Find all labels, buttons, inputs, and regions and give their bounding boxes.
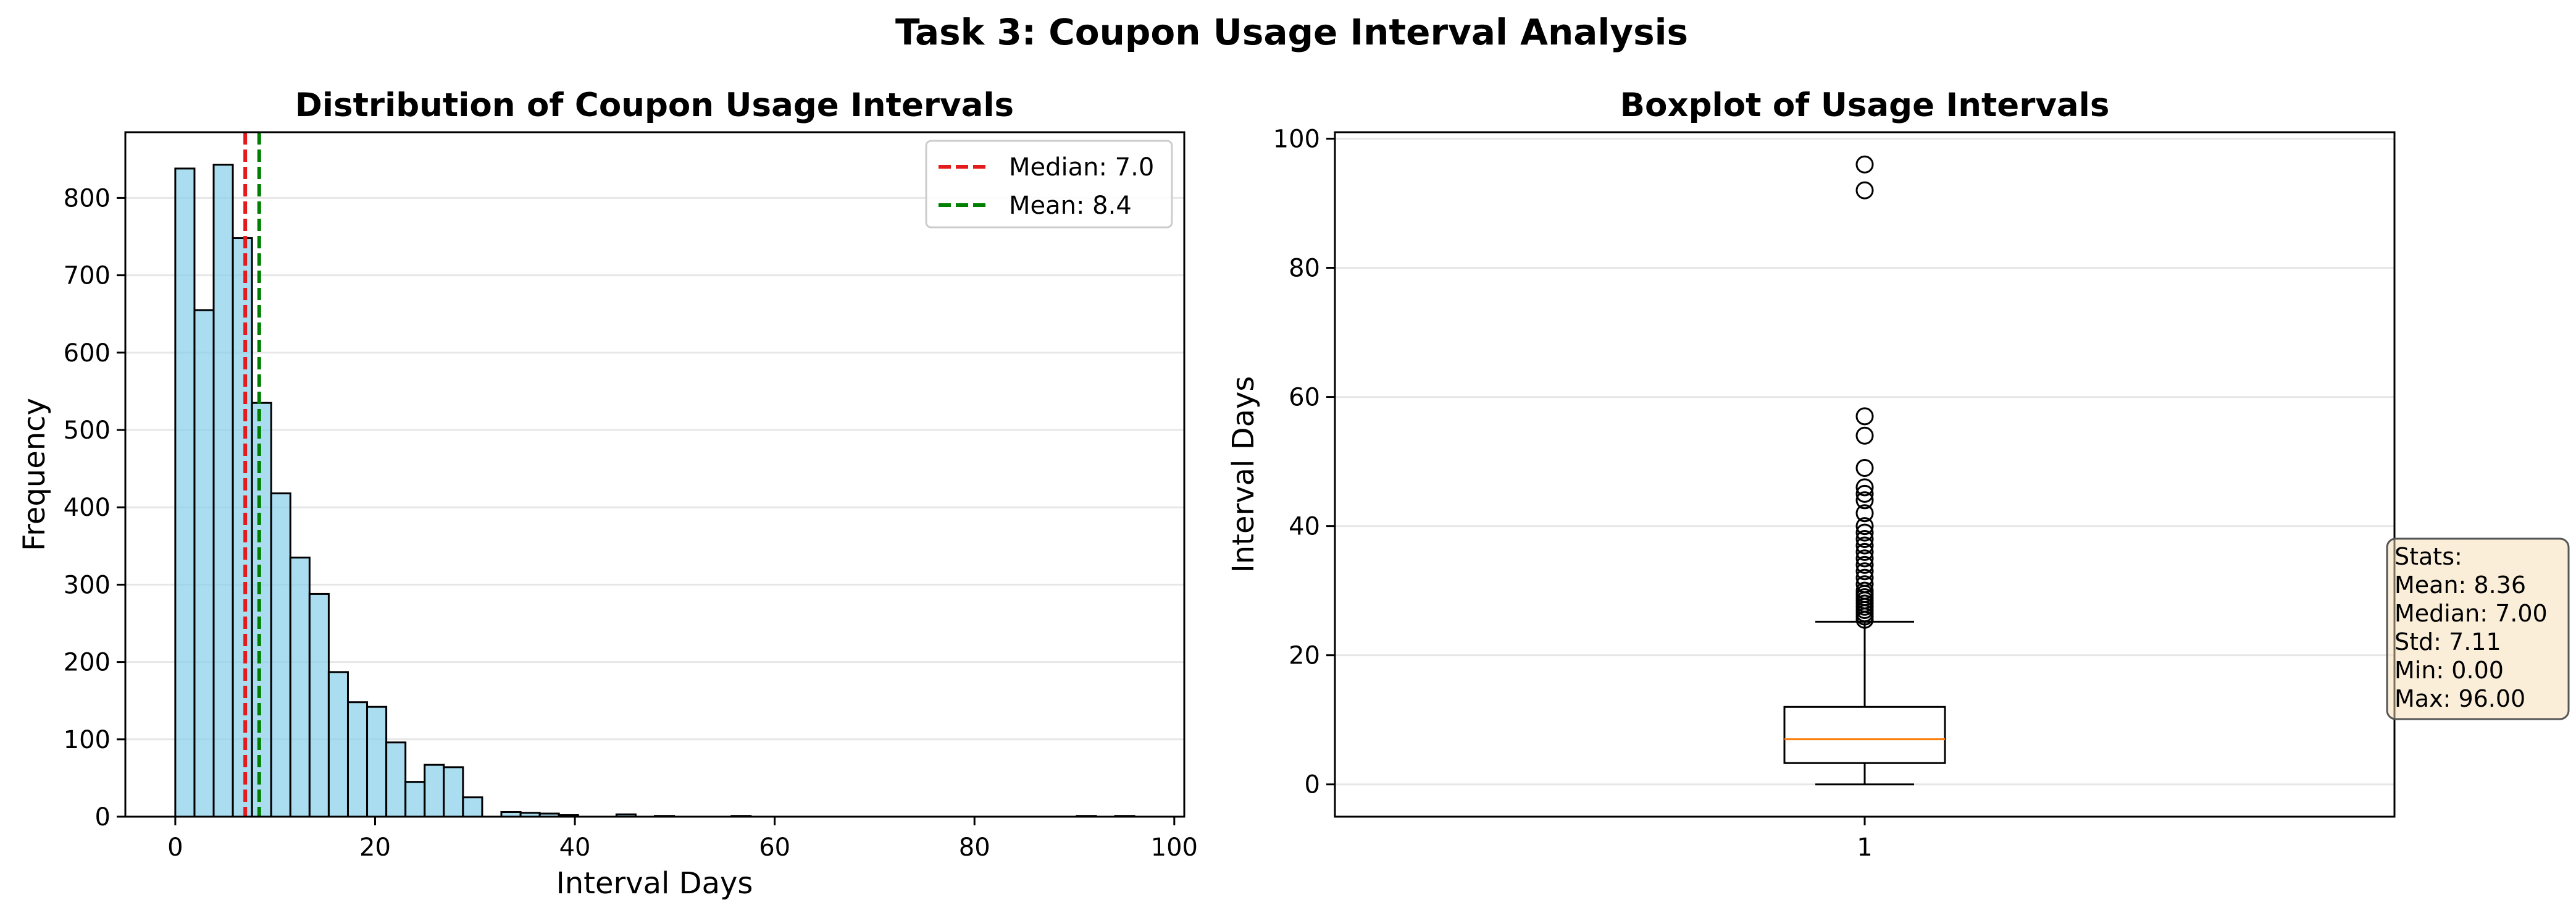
y-tick-label: 200 (64, 649, 111, 677)
boxplot-x-tick-label: 1 (1857, 833, 1872, 862)
y-tick-label: 80 (1289, 255, 1320, 283)
y-tick-label: 60 (1289, 384, 1320, 412)
outlier-point (1855, 407, 1874, 426)
histogram-x-label: Interval Days (556, 866, 753, 901)
x-tick-label: 60 (759, 833, 790, 862)
figure-suptitle: Task 3: Coupon Usage Interval Analysis (895, 11, 1688, 53)
histogram-panel: Distribution of Coupon Usage Intervals 0… (17, 86, 1198, 901)
stats-box: Stats: Mean: 8.36 Median: 7.00 Std: 7.11 Min… (2386, 537, 2570, 720)
histogram-bar (308, 592, 330, 818)
y-tick-label: 0 (1305, 771, 1320, 799)
outlier-point (1855, 491, 1874, 510)
iqr-box (1783, 705, 1946, 764)
y-tick-label: 40 (1289, 513, 1320, 541)
boxplot-panel: Boxplot of Usage Intervals 020406080100 … (1226, 86, 2570, 862)
outlier-point (1855, 517, 1874, 536)
outlier-point (1855, 459, 1874, 478)
outlier-point (1855, 181, 1874, 200)
x-tick-label: 40 (559, 833, 591, 862)
stats-line: Min: 0.00 (2394, 657, 2504, 684)
outlier-point (1855, 155, 1874, 174)
outlier-point (1855, 568, 1874, 587)
boxplot-outliers (1855, 155, 1874, 629)
x-tick-label: 100 (1151, 833, 1198, 862)
outlier-point (1855, 523, 1874, 542)
legend-frame (925, 140, 1173, 229)
histogram-bar (232, 237, 253, 818)
y-tick-label: 100 (1273, 125, 1320, 153)
boxplot-title: Boxplot of Usage Intervals (1620, 86, 2110, 124)
histogram-title: Distribution of Coupon Usage Intervals (295, 86, 1014, 124)
stats-line: Std: 7.11 (2394, 628, 2501, 655)
outlier-point (1855, 549, 1874, 568)
boxplot-axes-frame (1334, 131, 2396, 818)
stats-box-frame (2386, 537, 2570, 720)
y-tick-label: 700 (64, 262, 111, 290)
stats-line: Mean: 8.36 (2394, 571, 2526, 599)
x-tick-label: 80 (959, 833, 990, 862)
y-tick-label: 500 (64, 416, 111, 445)
stats-line: Max: 96.00 (2394, 685, 2525, 712)
stats-line: Median: 7.00 (2394, 600, 2548, 627)
y-tick-label: 0 (95, 803, 111, 832)
histogram-bar (327, 671, 349, 818)
histogram-bar (251, 402, 272, 818)
x-tick-label: 20 (359, 833, 391, 862)
outlier-point (1855, 555, 1874, 574)
histogram-bar (443, 766, 464, 818)
histogram-bar (366, 705, 388, 818)
histogram-bar (270, 492, 291, 818)
stats-text: Stats: Mean: 8.36 Median: 7.00 Std: 7.11 Min… (2394, 543, 2548, 712)
outlier-point (1855, 478, 1874, 497)
histogram-bar (289, 557, 311, 818)
outlier-point (1855, 504, 1874, 523)
outlier-point (1855, 575, 1874, 594)
histogram-y-ticks: 0 100 200 300 400 500 600 700 800 (64, 184, 125, 832)
histogram-bar (174, 167, 196, 818)
outlier-point (1855, 542, 1874, 561)
boxplot-x-tick: 1 (1857, 817, 1873, 862)
histogram-bar (193, 309, 215, 818)
histogram-reference-lines (243, 132, 261, 817)
y-tick-label: 600 (64, 339, 111, 368)
legend-median-label: Median: 7.0 (1009, 153, 1154, 182)
histogram-bar (462, 796, 483, 818)
outlier-point (1855, 530, 1874, 549)
outlier-point (1855, 536, 1874, 555)
histogram-legend: Median: 7.0 Mean: 8.4 (925, 140, 1173, 229)
y-tick-label: 800 (64, 184, 111, 213)
histogram-y-label: Frequency (17, 398, 52, 551)
outlier-point (1855, 581, 1874, 600)
outlier-point (1855, 484, 1874, 503)
y-tick-label: 400 (64, 494, 111, 522)
stats-line: Stats: (2394, 543, 2462, 570)
histogram-bar (346, 701, 369, 818)
histogram-axes-frame (124, 131, 1186, 818)
histogram-bar (404, 781, 426, 818)
boxplot-y-ticks: 0 20 40 60 80 100 (1273, 125, 1335, 799)
x-tick-label: 0 (167, 833, 183, 862)
boxplot-box (1783, 620, 1946, 786)
y-tick-label: 20 (1289, 642, 1320, 670)
histogram-x-ticks: 0 20 40 60 80 100 (167, 817, 1198, 862)
histogram-bar (424, 764, 445, 818)
y-tick-label: 100 (64, 726, 111, 754)
histogram-bar (385, 741, 407, 818)
outlier-point (1855, 562, 1874, 581)
legend-mean-label: Mean: 8.4 (1009, 192, 1132, 220)
histogram-bar (212, 164, 234, 818)
histogram-bars (174, 164, 1135, 818)
boxplot-y-label: Interval Days (1226, 376, 1261, 573)
y-tick-label: 300 (64, 571, 111, 599)
outlier-point (1855, 426, 1874, 445)
